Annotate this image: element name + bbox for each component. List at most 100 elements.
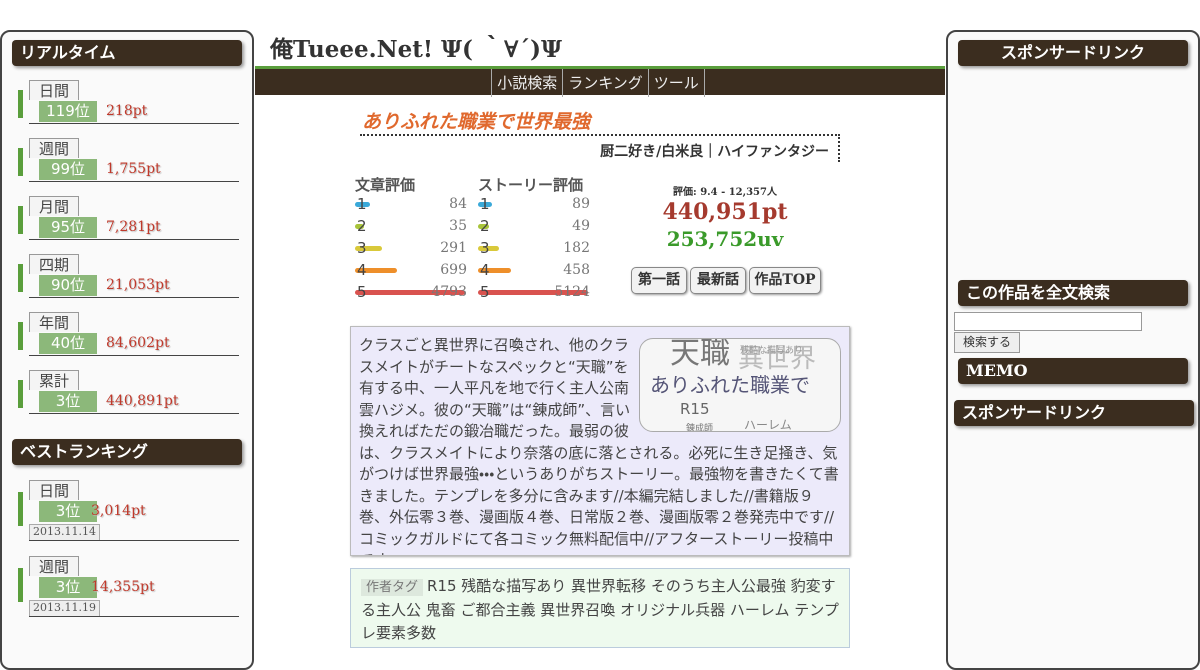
rating-count: 5124 [554, 284, 590, 300]
cloud-word: 残酷な描写あり [740, 346, 804, 356]
work-title[interactable]: ありふれた職業で世界最強 [362, 111, 591, 133]
cloud-word: 天職 [670, 338, 730, 371]
points: 7,281pt [106, 219, 161, 235]
nav-item[interactable]: ツール [647, 69, 704, 97]
rating-bar [478, 268, 511, 273]
points: 3,014pt [91, 503, 146, 519]
period-tab[interactable]: 日間 [29, 80, 79, 100]
period-tab[interactable]: 累計 [29, 370, 79, 390]
divider [29, 540, 239, 541]
divider [29, 123, 239, 124]
nav-items: 小説検索 ランキング ツール [491, 69, 705, 97]
rating-bar [355, 224, 365, 229]
nav-item[interactable]: ランキング [562, 69, 648, 97]
rating-bar [355, 268, 397, 273]
word-cloud: 天職 異世界 ありふれた職業で R15 ハーレム 錬成師 残酷な描写あり [639, 338, 841, 432]
nav-item[interactable]: 小説検索 [491, 69, 562, 97]
rating-level: 1 [480, 195, 490, 213]
rating-label: 文章評価 [355, 176, 416, 194]
period-tab[interactable]: 年間 [29, 312, 79, 332]
rank: 99位 [39, 159, 97, 180]
date: 2013.11.19 [29, 600, 100, 617]
rank-marker [18, 148, 23, 176]
rating-count: 89 [572, 196, 590, 212]
realtime-heading: リアルタイム [12, 40, 242, 66]
rating-count: 699 [440, 262, 467, 278]
sponsor-heading: スポンサードリンク [958, 40, 1188, 66]
rating-level: 4 [357, 261, 367, 279]
rating-count: 84 [449, 196, 467, 212]
search-button[interactable]: 検索する [954, 332, 1020, 353]
rating-level: 2 [480, 217, 490, 235]
cloud-word: 錬成師 [686, 424, 714, 432]
best-heading: ベストランキング [12, 439, 242, 465]
rating-label: ストーリー評価 [478, 176, 584, 194]
work-meta: 厨二好き/白米良｜ハイファンタジー [600, 144, 829, 160]
nav-bar: 小説検索 ランキング ツール [255, 66, 945, 97]
cloud-word: ありふれた職業で [650, 373, 810, 397]
rank: 3位 [39, 577, 97, 598]
rank: 95位 [39, 217, 97, 238]
points: 440,891pt [106, 393, 179, 409]
latest-episode-button[interactable]: 最新話 [690, 267, 746, 294]
score-block: 評価: 9.4 - 12,357人 440,951pt 253,752uv [640, 183, 810, 252]
period-tab[interactable]: 週間 [29, 556, 79, 576]
points: 14,355pt [91, 579, 155, 595]
rating-summary: 評価: 9.4 - 12,357人 [673, 187, 777, 198]
divider [29, 413, 239, 414]
rank-marker [18, 568, 23, 602]
rank: 3位 [39, 391, 97, 412]
page-body: リアルタイム 日間 119位 218pt 週間 99位 1,755pt 月間 95位 7,281… [0, 30, 1200, 670]
rating-level: 1 [357, 195, 367, 213]
cloud-word: 異世界 [738, 344, 817, 374]
date: 2013.11.14 [29, 524, 100, 541]
search-heading: この作品を全文検索 [958, 280, 1188, 306]
points: 218pt [106, 103, 148, 119]
right-sidebar: スポンサードリンク この作品を全文検索 検索する MEMO スポンサードリンク [946, 30, 1200, 670]
period-tab[interactable]: 日間 [29, 480, 79, 500]
rank: 90位 [39, 275, 97, 296]
rank-marker [18, 264, 23, 292]
rating-count: 458 [563, 262, 590, 278]
rating-bar [478, 224, 489, 229]
rank-marker [18, 206, 23, 234]
rank: 119位 [39, 101, 97, 122]
rank-marker [18, 492, 23, 526]
rating-bar [355, 246, 383, 251]
first-episode-button[interactable]: 第一話 [631, 267, 687, 294]
period-tab[interactable]: 週間 [29, 138, 79, 158]
tags: R15 残酷な描写あり 異世界転移 そのうち主人公最強 豹変する主人公 鬼畜 ご… [361, 577, 839, 642]
rating-bar [355, 290, 465, 295]
period-tab[interactable]: 月間 [29, 196, 79, 216]
rating-count: 291 [440, 240, 467, 256]
sponsor-heading-2: スポンサードリンク [954, 400, 1194, 426]
cloud-word: R15 [680, 400, 710, 418]
rank: 3位 [39, 501, 97, 522]
search-input[interactable] [954, 312, 1142, 331]
divider [29, 355, 239, 356]
divider [29, 297, 239, 298]
points: 84,602pt [106, 335, 170, 351]
unique-views: 253,752uv [666, 227, 784, 251]
title-frame [360, 134, 840, 162]
rank: 40位 [39, 333, 97, 354]
rating-bar [478, 202, 493, 207]
work-top-button[interactable]: 作品TOP [749, 267, 821, 294]
rating-count: 49 [572, 218, 590, 234]
site-title[interactable]: 俺Tueee.Net! Ψ( ｀∀´)Ψ [270, 36, 563, 63]
cloud-word: ハーレム [744, 418, 792, 432]
page: page {"header":{"site_title":"俺Tueee.Net… [0, 30, 1200, 670]
left-sidebar: リアルタイム 日間 119位 218pt 週間 99位 1,755pt 月間 95位 7,281… [0, 30, 254, 670]
tags-label: 作者タグ [361, 579, 424, 596]
rating-level: 5 [480, 283, 490, 301]
period-tab[interactable]: 四期 [29, 254, 79, 274]
total-points: 440,951pt [662, 199, 788, 225]
rank-marker [18, 322, 23, 350]
rating-level: 5 [357, 283, 367, 301]
divider [29, 616, 239, 617]
rating-level: 4 [480, 261, 490, 279]
rank-marker [18, 90, 23, 118]
points: 1,755pt [106, 161, 161, 177]
rating-count: 35 [449, 218, 467, 234]
rating-bar [478, 246, 499, 251]
